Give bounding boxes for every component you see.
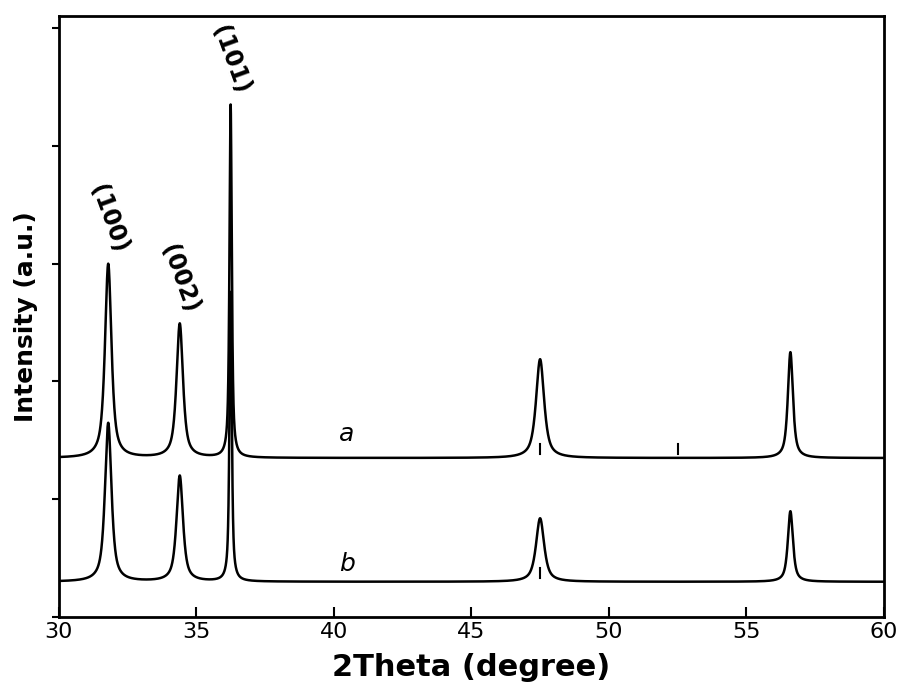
Text: (101): (101) — [207, 23, 254, 97]
X-axis label: 2Theta (degree): 2Theta (degree) — [332, 653, 609, 682]
Text: (002): (002) — [156, 242, 203, 316]
Text: b: b — [339, 552, 354, 576]
Text: a: a — [339, 422, 354, 446]
Text: (100): (100) — [85, 182, 131, 257]
Y-axis label: Intensity (a.u.): Intensity (a.u.) — [14, 211, 38, 422]
